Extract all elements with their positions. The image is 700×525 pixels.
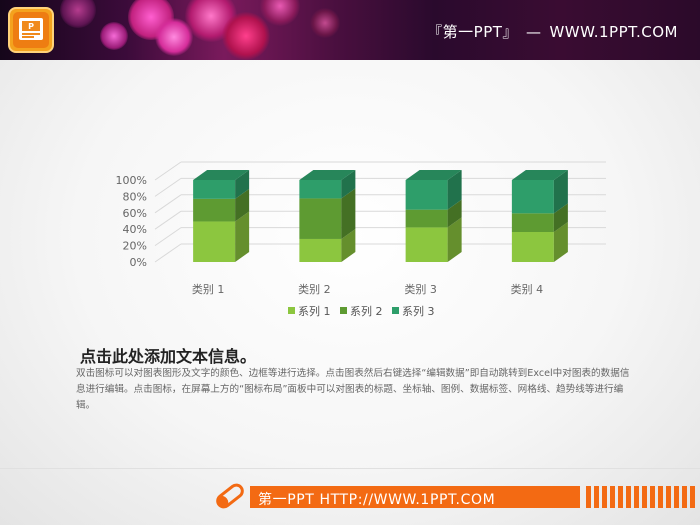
footer-stripe bbox=[626, 486, 631, 508]
footer-stripe bbox=[650, 486, 655, 508]
bar-segment-front bbox=[193, 221, 236, 262]
bar-segment-front bbox=[511, 180, 554, 214]
bar-segment-side bbox=[235, 170, 250, 199]
category-label: 类别 1 bbox=[192, 282, 225, 296]
chart-svg: 0% 20% 40% 60% 80% 100% 类别 1 类别 2 类别 3 类别 4 系列 1 系列… bbox=[116, 161, 606, 318]
header-site-link[interactable]: WWW.1PPT.COM bbox=[549, 23, 678, 41]
legend-label: 系列 3 bbox=[402, 304, 435, 318]
powerpoint-icon: P bbox=[8, 7, 54, 53]
gridline-depth bbox=[154, 161, 182, 181]
gridline-depth bbox=[154, 194, 182, 214]
bar-segment-side bbox=[341, 170, 356, 199]
legend-swatch bbox=[340, 307, 347, 314]
y-tick-label: 80% bbox=[123, 190, 147, 203]
y-tick-label: 100% bbox=[116, 174, 147, 187]
bar-top-face bbox=[405, 170, 462, 180]
bar-segment-side bbox=[553, 222, 568, 262]
footer-bar bbox=[250, 486, 580, 508]
bar-segment-side bbox=[341, 228, 356, 262]
footer-stripe bbox=[618, 486, 623, 508]
category-label: 类别 2 bbox=[298, 282, 331, 296]
bokeh-decoration bbox=[100, 22, 128, 50]
text-body[interactable]: 双击图标可以对图表图形及文字的颜色、边框等进行选择。点击图表然后右键选择“编辑数… bbox=[76, 368, 630, 411]
bar-segment-side bbox=[341, 188, 356, 239]
bar-top-face bbox=[193, 170, 250, 180]
y-tick-label: 40% bbox=[123, 223, 147, 236]
bar-segment-side bbox=[447, 199, 462, 228]
text-heading[interactable]: 点击此处添加文本信息。 bbox=[80, 347, 257, 366]
bar-segment-front bbox=[193, 180, 236, 199]
footer-url[interactable]: 第一PPT HTTP://WWW.1PPT.COM bbox=[258, 492, 496, 508]
bar-segment-front bbox=[299, 180, 342, 199]
bar-segment-side bbox=[235, 188, 250, 222]
bar-segment-front bbox=[405, 227, 448, 262]
svg-text:P: P bbox=[28, 22, 34, 31]
gridline-depth bbox=[154, 177, 182, 197]
bar-segment-side bbox=[447, 217, 462, 262]
legend-label: 系列 2 bbox=[350, 304, 383, 318]
y-tick-label: 60% bbox=[123, 207, 147, 220]
gridline-depth bbox=[154, 227, 182, 247]
legend-swatch bbox=[392, 307, 399, 314]
footer-divider bbox=[0, 468, 700, 469]
bar-segment-front bbox=[511, 232, 554, 262]
bokeh-decoration bbox=[222, 12, 270, 60]
bar-segment-side bbox=[447, 170, 462, 210]
bar-segment-side bbox=[553, 203, 568, 232]
bokeh-decoration bbox=[60, 0, 96, 28]
bar-segment-front bbox=[299, 238, 342, 262]
category-label: 类别 3 bbox=[404, 282, 437, 296]
header-brand: 『第一PPT』 bbox=[427, 23, 518, 41]
stacked-bar-chart[interactable]: 0% 20% 40% 60% 80% 100% 类别 1 类别 2 类别 3 类别 4 系列 1 系列… bbox=[100, 150, 620, 335]
footer-stripe bbox=[658, 486, 663, 508]
footer-stripe bbox=[610, 486, 615, 508]
bar-segment-front bbox=[193, 198, 236, 222]
footer-stripe bbox=[642, 486, 647, 508]
bar-segment-front bbox=[405, 180, 448, 210]
footer-stripe bbox=[666, 486, 671, 508]
footer-stripe bbox=[682, 486, 687, 508]
y-tick-label: 0% bbox=[130, 256, 147, 269]
footer-stripe bbox=[674, 486, 679, 508]
legend-label: 系列 1 bbox=[298, 304, 331, 318]
footer-stripe bbox=[586, 486, 591, 508]
legend-swatch bbox=[288, 307, 295, 314]
gridline-depth bbox=[154, 210, 182, 230]
bar-segment-side bbox=[235, 211, 250, 262]
footer-stripe bbox=[602, 486, 607, 508]
footer-stripe bbox=[634, 486, 639, 508]
header-title: 『第一PPT』 — WWW.1PPT.COM bbox=[427, 21, 678, 42]
bar-top-face bbox=[511, 170, 568, 180]
pencil-eraser-icon bbox=[216, 483, 244, 509]
bar-top-face bbox=[299, 170, 356, 180]
gridline-depth bbox=[154, 243, 182, 263]
header-banner: P 『第一PPT』 — WWW.1PPT.COM bbox=[0, 0, 700, 60]
footer-stripe bbox=[594, 486, 599, 508]
bar-segment-front bbox=[299, 198, 342, 239]
y-tick-label: 20% bbox=[123, 240, 147, 253]
header-dash: — bbox=[525, 23, 542, 41]
footer-stripes bbox=[586, 486, 700, 508]
bar-segment-front bbox=[405, 209, 448, 228]
category-label: 类别 4 bbox=[511, 282, 544, 296]
bokeh-decoration bbox=[310, 8, 340, 38]
bar-segment-front bbox=[511, 213, 554, 232]
bar-segment-side bbox=[553, 170, 568, 214]
footer-stripe bbox=[690, 486, 695, 508]
